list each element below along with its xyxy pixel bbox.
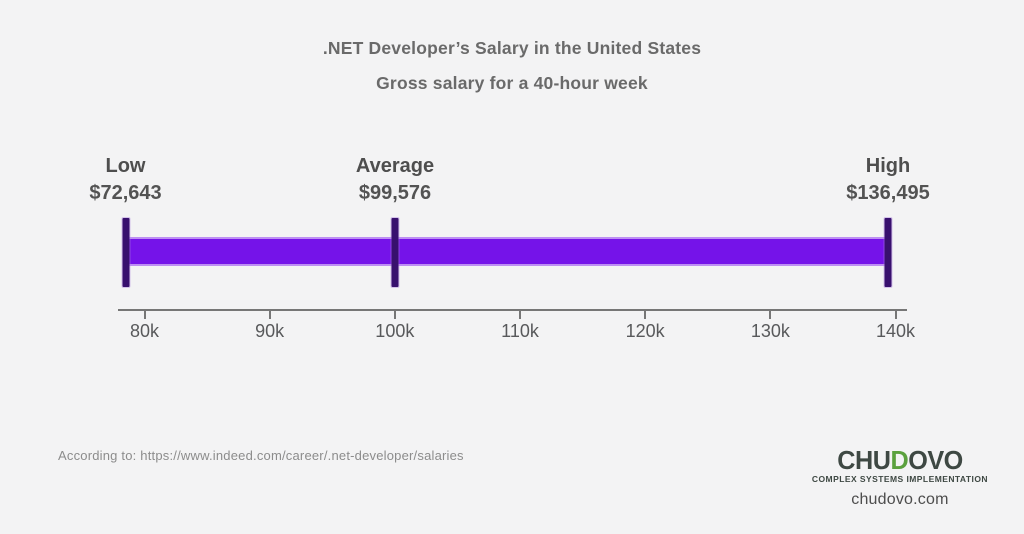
chart-title: .NET Developer’s Salary in the United St… [322,38,702,58]
axis-tick [519,311,521,319]
tick-label: 90k [255,321,285,341]
range-label-name: Low [105,155,146,177]
range-label-value: $99,576 [358,182,432,204]
axis-tick [894,311,897,319]
range-label-value: $72,643 [89,182,162,204]
axis-tick [268,311,271,319]
range-label-name: High [865,155,911,177]
tick-label: 140k [875,321,916,341]
salary-range-bar [124,237,888,266]
tick-label: 110k [501,321,539,341]
marker-low [122,218,129,287]
marker-high [884,218,892,287]
axis-tick [393,311,396,319]
logo-website: chudovo.com [851,491,949,508]
chart-subtitle: Gross salary for a 40-hour week [376,73,648,93]
tick-label: 120k [625,321,665,341]
tick-label: 80k [129,321,160,341]
axis-tick [769,311,772,319]
range-label-name: Average [355,155,435,177]
wordmark-prefix: CHU [837,445,891,475]
range-label-high: High $136,495 [846,155,929,208]
axis-tick [143,311,146,319]
tick-label: 130k [750,321,790,341]
chudovo-wordmark: CHUDOVO [815,447,986,473]
logo-tagline: COMPLEX SYSTEMS IMPLEMENTATION [811,474,988,484]
axis-tick [644,311,647,319]
wordmark-accent-letter: D [890,445,909,475]
axis-line [118,309,907,311]
range-label-value: $136,495 [846,182,930,204]
range-label-low: Low $72,643 [89,155,161,208]
chudovo-logo: CHUDOVO COMPLEX SYSTEMS IMPLEMENTATION c… [812,447,988,509]
source-attribution: According to: https://www.indeed.com/car… [58,448,464,463]
tick-label: 100k [375,321,415,341]
marker-average [391,218,399,287]
wordmark-suffix: OVO [908,445,963,475]
range-label-average: Average $99,576 [356,155,434,208]
